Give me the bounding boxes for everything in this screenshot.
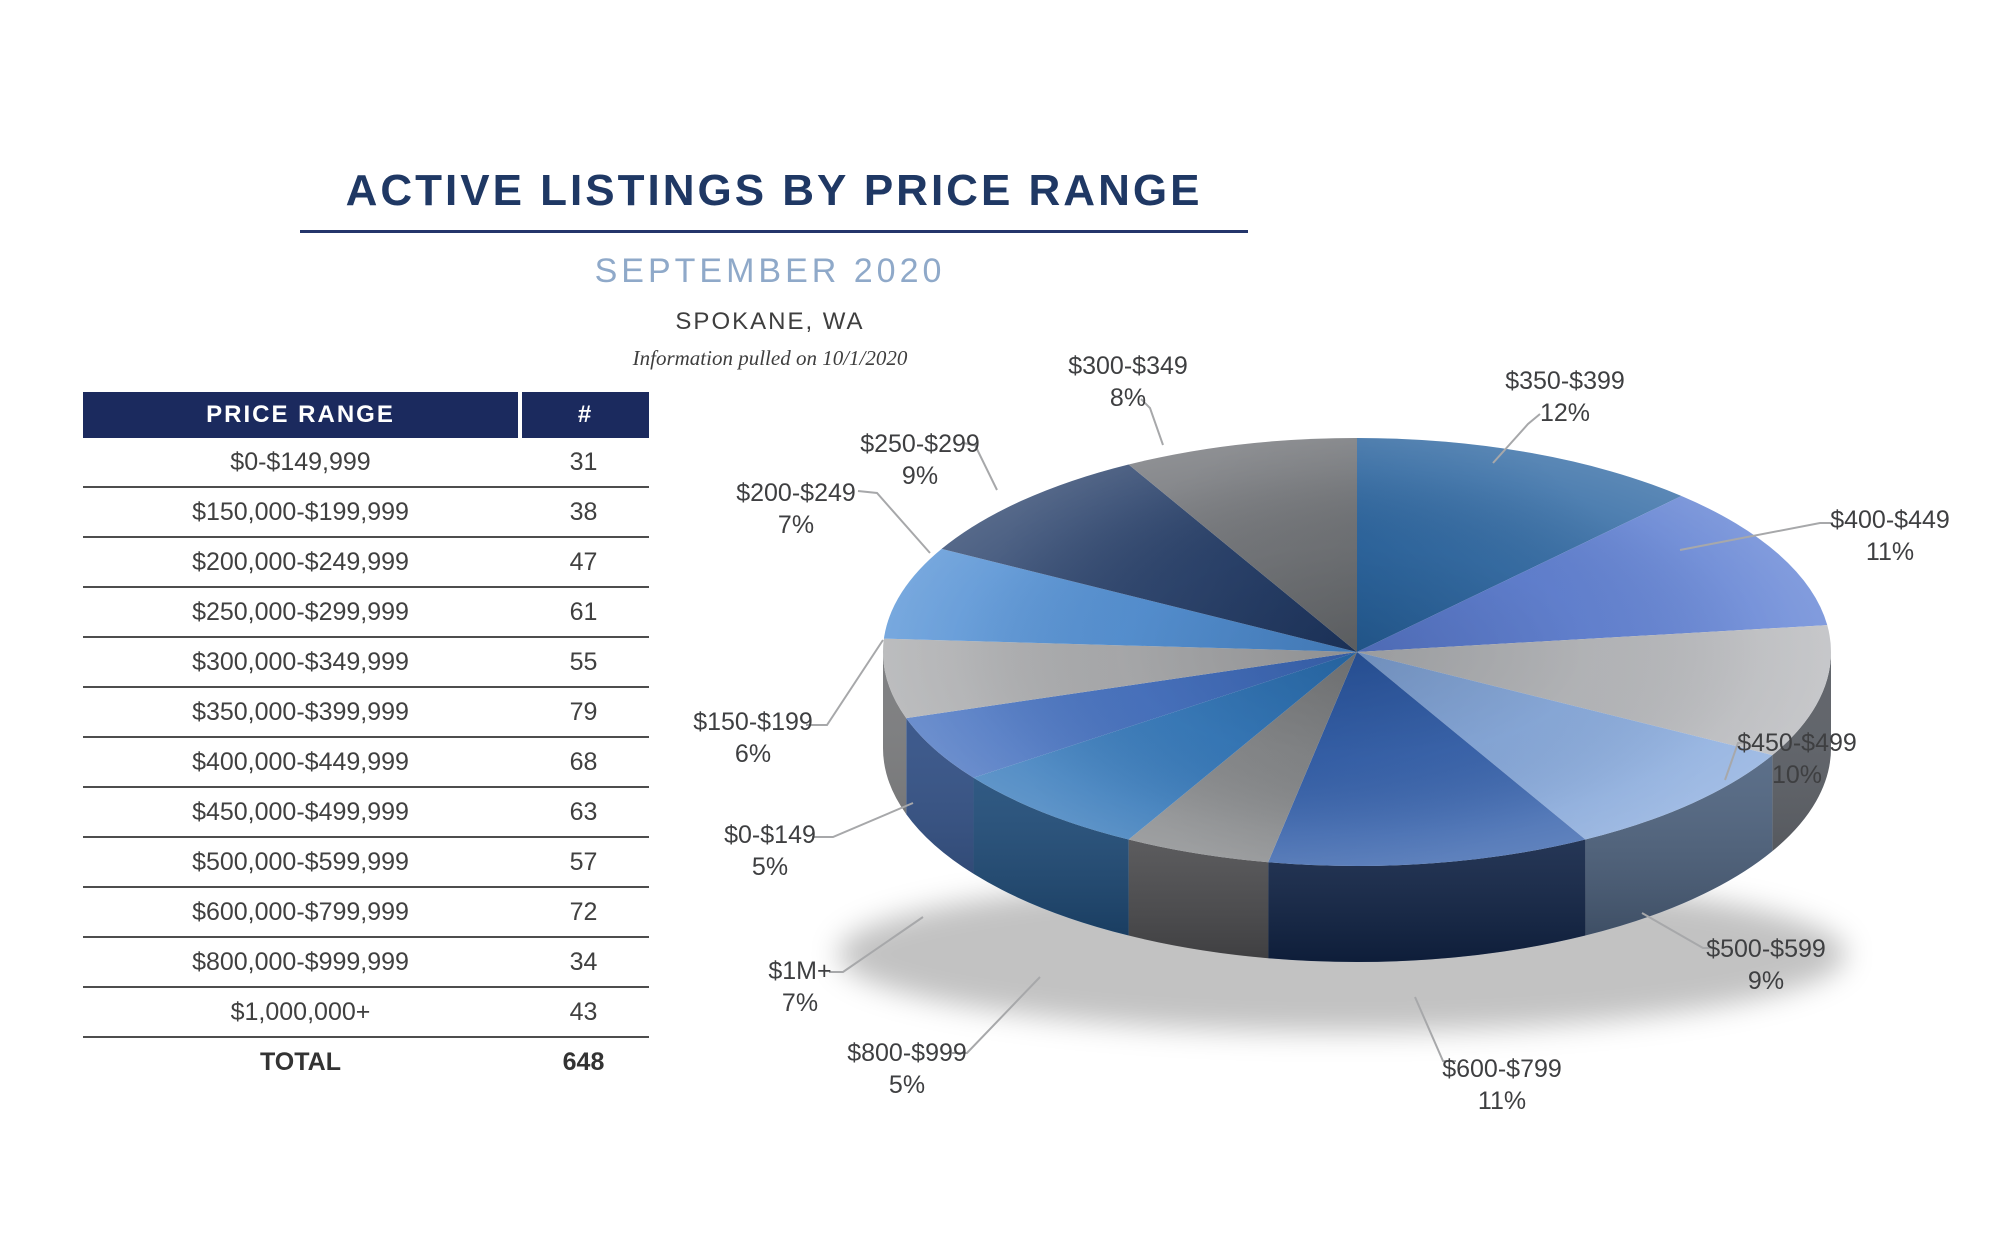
table-row: $350,000-$399,999 79	[83, 688, 649, 738]
table-row: $150,000-$199,999 38	[83, 488, 649, 538]
pie-label-percent: 7%	[782, 989, 818, 1017]
column-header-count: #	[522, 392, 649, 438]
table-header-row: PRICE RANGE #	[83, 392, 649, 438]
price-range-cell: $250,000-$299,999	[192, 597, 409, 626]
table-row: $1,000,000+ 43	[83, 988, 649, 1038]
price-range-cell: $600,000-$799,999	[192, 897, 409, 926]
count-cell: 43	[569, 997, 598, 1026]
column-header-price-range: PRICE RANGE	[83, 392, 518, 438]
count-cell: 47	[569, 547, 598, 576]
pie-label-range: $150-$199	[693, 708, 813, 736]
pie-top-sheen	[883, 438, 1831, 866]
leader-line	[1724, 741, 1749, 781]
leader-line	[1140, 398, 1164, 446]
price-range-cell: $1,000,000+	[230, 997, 371, 1026]
pie-label-percent: 11%	[1866, 538, 1914, 566]
price-range-cell: $450,000-$499,999	[192, 797, 409, 826]
pie-label-range: $600-$799	[1442, 1055, 1562, 1083]
table-row: $250,000-$299,999 61	[83, 588, 649, 638]
count-cell: 57	[569, 847, 598, 876]
count-cell: 72	[569, 897, 598, 926]
price-range-cell: $500,000-$599,999	[192, 847, 409, 876]
count-cell: 79	[569, 697, 598, 726]
leader-line	[1679, 522, 1833, 551]
column-divider	[518, 392, 522, 438]
table-row: $800,000-$999,999 34	[83, 938, 649, 988]
pie-label-percent: 11%	[1478, 1087, 1526, 1115]
count-cell: 31	[569, 447, 598, 476]
location-label: SPOKANE, WA	[675, 308, 865, 335]
table-total-row: TOTAL 648	[83, 1038, 649, 1086]
price-range-cell: $400,000-$449,999	[192, 747, 409, 776]
count-cell: 68	[569, 747, 598, 776]
price-range-cell: $800,000-$999,999	[192, 947, 409, 976]
pie-label-range: $450-$499	[1737, 729, 1857, 757]
leader-line	[962, 442, 998, 491]
table-row: $600,000-$799,999 72	[83, 888, 649, 938]
page-title: ACTIVE LISTINGS BY PRICE RANGE	[300, 166, 1248, 233]
table-row: $450,000-$499,999 63	[83, 788, 649, 838]
leader-line	[812, 802, 914, 838]
pie-label-percent: 9%	[902, 462, 938, 490]
count-cell: 61	[569, 597, 598, 626]
pie-label-range: $250-$299	[860, 430, 980, 458]
pie-label-range: $350-$399	[1505, 367, 1625, 395]
pie-rim-shading	[883, 652, 1831, 962]
pie-label-range: $0-$149	[724, 821, 816, 849]
leader-line	[829, 916, 924, 973]
leader-line	[806, 639, 884, 726]
table-row: $500,000-$599,999 57	[83, 838, 649, 888]
pie-label-range: $200-$249	[736, 479, 856, 507]
pie-label-range: $400-$449	[1830, 506, 1950, 534]
price-range-cell: $200,000-$249,999	[192, 547, 409, 576]
report-subtitle: SEPTEMBER 2020	[594, 252, 946, 290]
pie-label-percent: 8%	[1110, 384, 1146, 412]
leader-line	[952, 976, 1041, 1054]
pie-label-percent: 5%	[889, 1071, 925, 1099]
table-body: $0-$149,999 31 $150,000-$199,999 38 $200,000…	[83, 438, 649, 1038]
price-range-cell: $150,000-$199,999	[192, 497, 409, 526]
leader-line	[1492, 413, 1541, 464]
table-row: $0-$149,999 31	[83, 438, 649, 488]
pie-label-percent: 5%	[752, 853, 788, 881]
pie-label-range: $800-$999	[847, 1039, 967, 1067]
table-row: $300,000-$349,999 55	[83, 638, 649, 688]
data-pull-note: Information pulled on 10/1/2020	[632, 346, 908, 370]
price-range-cell: $300,000-$349,999	[192, 647, 409, 676]
pie-label-percent: 9%	[1748, 967, 1784, 995]
price-range-table: PRICE RANGE # $0-$149,999 31 $150,000-$199…	[83, 392, 649, 1086]
price-range-cell: $350,000-$399,999	[192, 697, 409, 726]
pie-label-percent: 10%	[1772, 761, 1822, 789]
table-row: $400,000-$449,999 68	[83, 738, 649, 788]
pie-label-range: $1M+	[768, 957, 831, 985]
total-label: TOTAL	[259, 1047, 341, 1076]
leader-line	[1641, 912, 1716, 949]
price-range-cell: $0-$149,999	[230, 447, 371, 476]
pie-label-range: $500-$599	[1706, 935, 1826, 963]
pie-label-percent: 7%	[778, 511, 814, 539]
count-cell: 38	[569, 497, 598, 526]
count-cell: 63	[569, 797, 598, 826]
leader-line	[857, 490, 931, 554]
pie-label-percent: 12%	[1540, 399, 1590, 427]
pie-label-range: $300-$349	[1068, 352, 1188, 380]
count-cell: 55	[569, 647, 598, 676]
table-row: $200,000-$249,999 47	[83, 538, 649, 588]
leader-line	[1414, 996, 1456, 1062]
pie-label-percent: 6%	[735, 740, 771, 768]
count-cell: 34	[569, 947, 598, 976]
total-value: 648	[562, 1047, 605, 1076]
